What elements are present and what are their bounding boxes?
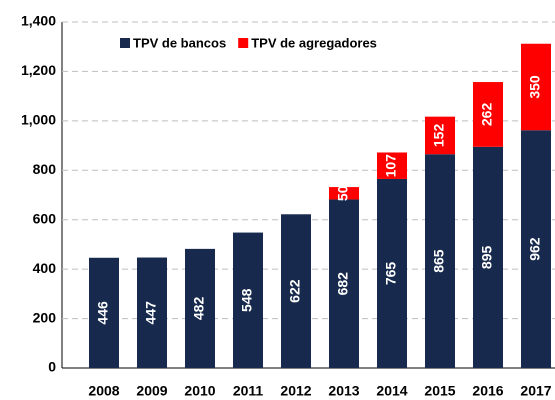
x-tick-label: 2012 xyxy=(280,383,311,399)
y-tick-label: 600 xyxy=(33,210,57,226)
y-tick-label: 400 xyxy=(33,260,57,276)
x-tick-label: 2011 xyxy=(233,383,264,399)
bar-segment xyxy=(233,232,263,368)
value-label: 548 xyxy=(239,288,255,312)
x-tick-label: 2009 xyxy=(136,383,167,399)
x-tick-label: 2008 xyxy=(88,383,119,399)
value-label: 482 xyxy=(191,297,207,321)
legend-swatch xyxy=(120,38,130,48)
legend-label: TPV de agregadores xyxy=(251,35,377,50)
value-label: 895 xyxy=(479,246,495,270)
y-tick-label: 1,200 xyxy=(21,62,56,78)
value-label: 152 xyxy=(431,124,447,148)
x-tick-label: 2014 xyxy=(376,383,407,399)
x-tick-label: 2013 xyxy=(328,383,359,399)
value-label: 765 xyxy=(383,262,399,286)
value-label: 446 xyxy=(95,301,111,325)
value-label: 682 xyxy=(335,272,351,296)
bar-segment xyxy=(137,257,167,368)
bar-segment xyxy=(329,199,359,368)
value-label: 50 xyxy=(335,185,351,201)
x-tick-label: 2016 xyxy=(472,383,503,399)
value-label: 107 xyxy=(383,154,399,178)
value-label: 350 xyxy=(527,75,543,99)
bar-segment xyxy=(425,116,455,155)
x-tick-label: 2010 xyxy=(184,383,215,399)
bar-segment xyxy=(89,257,119,368)
x-tick-label: 2015 xyxy=(424,383,455,399)
bar-segment xyxy=(521,130,551,368)
x-tick-label: 2017 xyxy=(520,383,551,399)
legend-label: TPV de bancos xyxy=(133,35,226,50)
y-tick-label: 0 xyxy=(48,359,56,375)
y-tick-label: 800 xyxy=(33,161,57,177)
bar-segment xyxy=(377,152,407,179)
value-label: 622 xyxy=(287,279,303,303)
bar-segment xyxy=(425,154,455,368)
bar-segment xyxy=(329,187,359,200)
bar-segment xyxy=(377,178,407,368)
legend-swatch xyxy=(238,38,249,48)
bar-segment xyxy=(185,248,215,368)
value-label: 447 xyxy=(143,301,159,325)
value-label: 865 xyxy=(431,249,447,273)
value-label: 262 xyxy=(479,103,495,127)
bar-segment xyxy=(473,82,503,147)
y-tick-label: 1,000 xyxy=(21,112,56,128)
y-tick-label: 200 xyxy=(33,309,57,325)
bar-segment xyxy=(281,214,311,368)
y-tick-label: 1,400 xyxy=(21,13,56,29)
value-label: 962 xyxy=(527,237,543,261)
bar-segment xyxy=(521,43,551,131)
bar-segment xyxy=(473,146,503,368)
